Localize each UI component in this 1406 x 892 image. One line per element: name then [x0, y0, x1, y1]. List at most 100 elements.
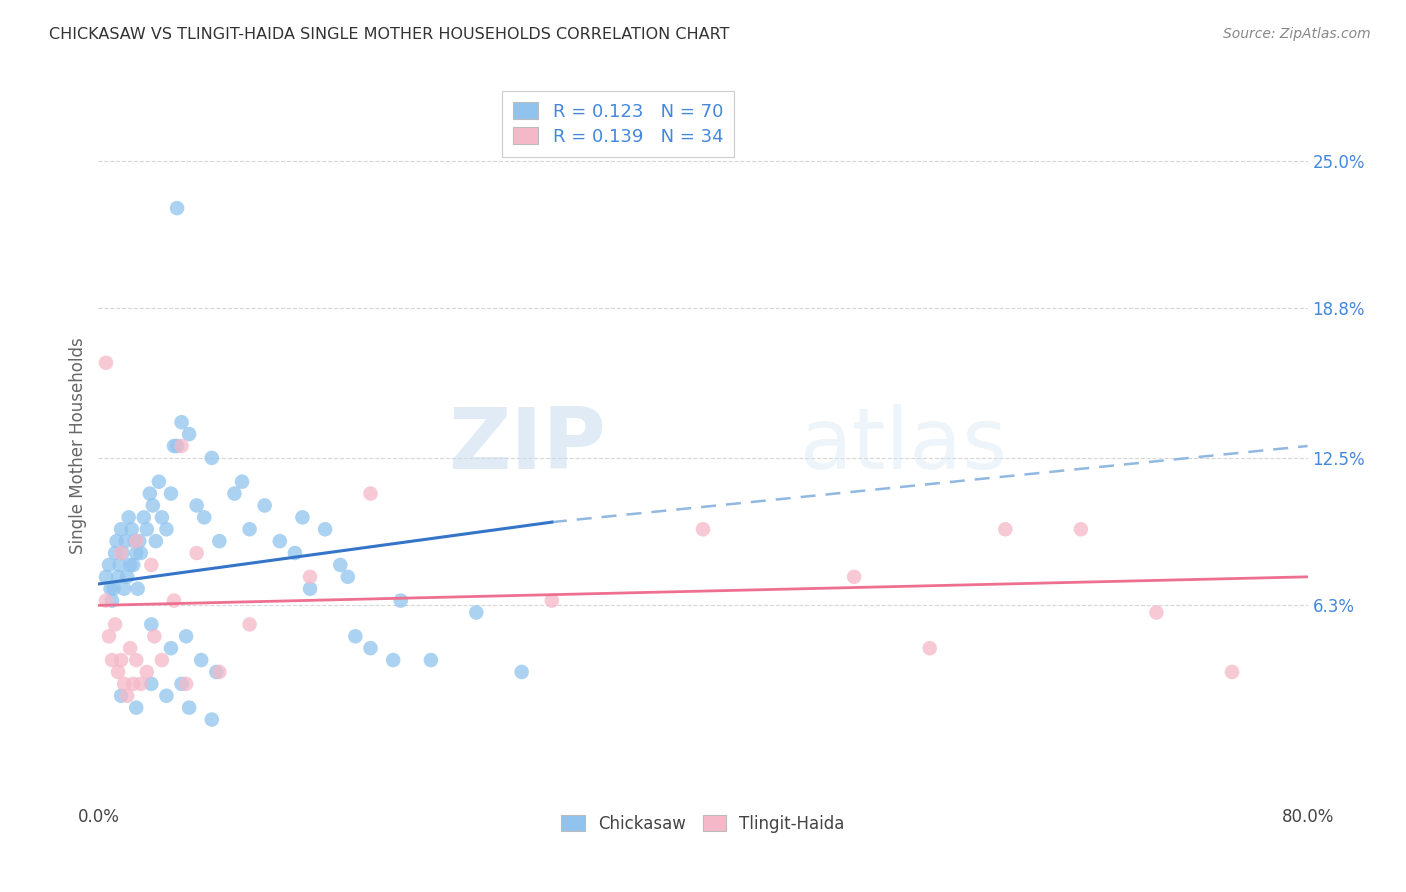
Point — [107, 665, 129, 679]
Point — [224, 486, 246, 500]
Point — [179, 700, 201, 714]
Text: CHICKASAW VS TLINGIT-HAIDA SINGLE MOTHER HOUSEHOLDS CORRELATION CHART: CHICKASAW VS TLINGIT-HAIDA SINGLE MOTHER… — [49, 27, 730, 42]
Point — [100, 582, 122, 596]
Point — [127, 582, 149, 596]
Point — [291, 510, 314, 524]
Point — [110, 653, 132, 667]
Point — [110, 689, 132, 703]
Point — [253, 499, 276, 513]
Point — [1220, 665, 1243, 679]
Point — [129, 677, 152, 691]
Point — [314, 522, 336, 536]
Point — [120, 558, 142, 572]
Point — [115, 570, 138, 584]
Point — [122, 677, 145, 691]
Point — [150, 653, 173, 667]
Text: atlas: atlas — [800, 404, 1008, 488]
Point — [145, 534, 167, 549]
Point — [540, 593, 562, 607]
Point — [269, 534, 291, 549]
Point — [94, 593, 117, 607]
Point — [115, 689, 138, 703]
Point — [112, 677, 135, 691]
Point — [125, 534, 148, 549]
Point — [193, 510, 215, 524]
Point — [336, 570, 359, 584]
Point — [918, 641, 941, 656]
Point — [205, 665, 228, 679]
Point — [141, 558, 163, 572]
Point — [360, 641, 382, 656]
Point — [844, 570, 866, 584]
Point — [201, 713, 224, 727]
Point — [692, 522, 714, 536]
Point — [344, 629, 367, 643]
Point — [170, 677, 193, 691]
Point — [208, 665, 231, 679]
Point — [118, 510, 141, 524]
Point — [128, 534, 150, 549]
Point — [98, 558, 121, 572]
Point — [299, 570, 322, 584]
Point — [329, 558, 352, 572]
Point — [105, 534, 128, 549]
Point — [465, 606, 488, 620]
Point — [94, 356, 117, 370]
Point — [129, 546, 152, 560]
Point — [163, 439, 186, 453]
Point — [239, 522, 262, 536]
Point — [284, 546, 307, 560]
Point — [239, 617, 262, 632]
Point — [112, 582, 135, 596]
Point — [166, 439, 188, 453]
Point — [166, 201, 188, 215]
Point — [155, 522, 177, 536]
Point — [124, 534, 146, 549]
Point — [170, 415, 193, 429]
Point — [179, 427, 201, 442]
Point — [510, 665, 533, 679]
Point — [139, 486, 162, 500]
Point — [125, 546, 148, 560]
Point — [208, 534, 231, 549]
Point — [360, 486, 382, 500]
Point — [98, 629, 121, 643]
Point — [174, 629, 197, 643]
Point — [132, 510, 155, 524]
Point — [150, 510, 173, 524]
Point — [125, 653, 148, 667]
Point — [101, 593, 124, 607]
Point — [135, 665, 157, 679]
Point — [231, 475, 253, 489]
Point — [104, 617, 127, 632]
Point — [101, 653, 124, 667]
Point — [1146, 606, 1168, 620]
Point — [142, 499, 165, 513]
Point — [160, 641, 183, 656]
Point — [110, 522, 132, 536]
Point — [108, 558, 131, 572]
Point — [94, 570, 117, 584]
Point — [186, 499, 208, 513]
Point — [190, 653, 212, 667]
Point — [1070, 522, 1092, 536]
Point — [120, 641, 142, 656]
Point — [155, 689, 177, 703]
Point — [103, 582, 125, 596]
Point — [107, 570, 129, 584]
Point — [201, 450, 224, 465]
Point — [143, 629, 166, 643]
Text: ZIP: ZIP — [449, 404, 606, 488]
Point — [141, 617, 163, 632]
Point — [135, 522, 157, 536]
Point — [114, 534, 136, 549]
Point — [110, 546, 132, 560]
Point — [299, 582, 322, 596]
Point — [389, 593, 412, 607]
Point — [125, 700, 148, 714]
Point — [994, 522, 1017, 536]
Point — [122, 558, 145, 572]
Point — [163, 593, 186, 607]
Y-axis label: Single Mother Households: Single Mother Households — [69, 338, 87, 554]
Point — [174, 677, 197, 691]
